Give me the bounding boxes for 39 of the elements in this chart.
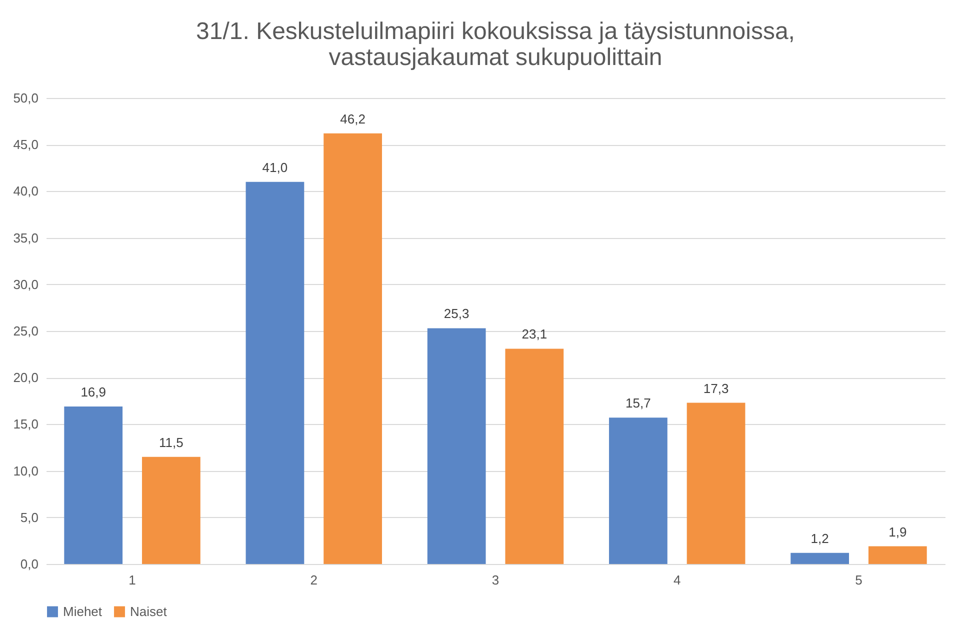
bar — [64, 406, 123, 564]
x-tick-label: 4 — [674, 572, 681, 588]
x-tick-label: 3 — [492, 572, 500, 588]
y-tick-label: 0,0 — [20, 556, 38, 572]
y-tick-label: 10,0 — [13, 463, 38, 478]
bar — [246, 182, 304, 564]
chart-title: 31/1. Keskusteluilmapiiri kokouksissa ja täysistunnoissa, vastausjakaumat sukupuolittain — [196, 18, 795, 71]
data-label: 25,3 — [444, 306, 470, 322]
legend-label: Naiset — [130, 604, 168, 619]
y-tick-label: 35,0 — [13, 230, 38, 246]
data-label: 11,5 — [159, 434, 184, 450]
y-tick-label: 50,0 — [13, 90, 38, 106]
bar — [686, 402, 746, 564]
bar — [790, 552, 850, 564]
data-label: 1,2 — [810, 530, 829, 546]
data-label: 23,1 — [522, 326, 548, 342]
y-tick-label: 15,0 — [13, 416, 38, 432]
bar — [142, 456, 200, 564]
x-tick-label: 2 — [310, 572, 318, 588]
data-label: 1,9 — [888, 524, 907, 540]
y-tick-label: 20,0 — [13, 370, 38, 386]
x-tick-label: 5 — [855, 572, 862, 588]
y-tick-label: 45,0 — [13, 137, 38, 152]
legend-label: Miehet — [63, 604, 102, 619]
y-tick-label: 30,0 — [13, 276, 38, 292]
y-tick-label: 25,0 — [13, 324, 38, 338]
data-label: 17,3 — [703, 380, 729, 396]
data-label: 46,2 — [340, 111, 366, 126]
data-label: 15,7 — [626, 396, 651, 411]
bar — [609, 418, 668, 564]
y-tick-label: 40,0 — [13, 184, 38, 199]
bar — [324, 133, 382, 564]
bar — [868, 546, 927, 564]
bar — [427, 328, 486, 564]
x-tick-label: 1 — [128, 572, 136, 588]
y-tick-label: 5,0 — [20, 510, 38, 525]
data-label: 16,9 — [80, 384, 106, 400]
bar — [505, 348, 564, 564]
data-label: 41,0 — [262, 160, 288, 175]
